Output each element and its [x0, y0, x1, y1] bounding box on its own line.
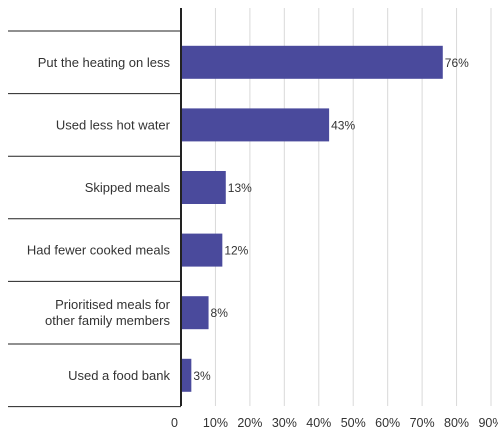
- category-label: Skipped meals: [85, 180, 171, 195]
- category-label: Prioritised meals for: [55, 297, 171, 312]
- category-separators: [8, 30, 181, 408]
- x-tick-label: 30%: [272, 416, 297, 430]
- bar: [181, 358, 192, 392]
- bar: [181, 296, 209, 330]
- bars: [181, 45, 443, 392]
- x-tick-label: 80%: [444, 416, 469, 430]
- bar: [181, 233, 223, 267]
- bar: [181, 171, 226, 204]
- x-tick-label: 90%: [478, 416, 498, 430]
- value-label: 43%: [331, 118, 355, 132]
- bar: [181, 108, 330, 142]
- value-label: 13%: [228, 181, 252, 195]
- category-label: Put the heating on less: [38, 55, 171, 70]
- x-tick-label: 0: [171, 416, 178, 430]
- x-tick-label: 70%: [410, 416, 435, 430]
- category-label: Had fewer cooked meals: [27, 243, 171, 258]
- value-label: 12%: [224, 244, 248, 258]
- x-tick-label: 60%: [375, 416, 400, 430]
- category-label: Used less hot water: [56, 117, 171, 132]
- value-label: 76%: [445, 56, 469, 70]
- bar: [181, 45, 443, 79]
- labels: 0 10% 20% 30% 40% 50% 60% 70% 80% 90% 76% Put the h…: [27, 55, 498, 430]
- value-label: 8%: [211, 306, 229, 320]
- x-tick-label: 10%: [203, 416, 228, 430]
- x-tick-label: 50%: [341, 416, 366, 430]
- x-tick-label: 40%: [306, 416, 331, 430]
- x-tick-label: 20%: [237, 416, 262, 430]
- category-label: other family members: [45, 313, 170, 328]
- value-label: 3%: [193, 369, 211, 383]
- category-label: Used a food bank: [68, 368, 170, 383]
